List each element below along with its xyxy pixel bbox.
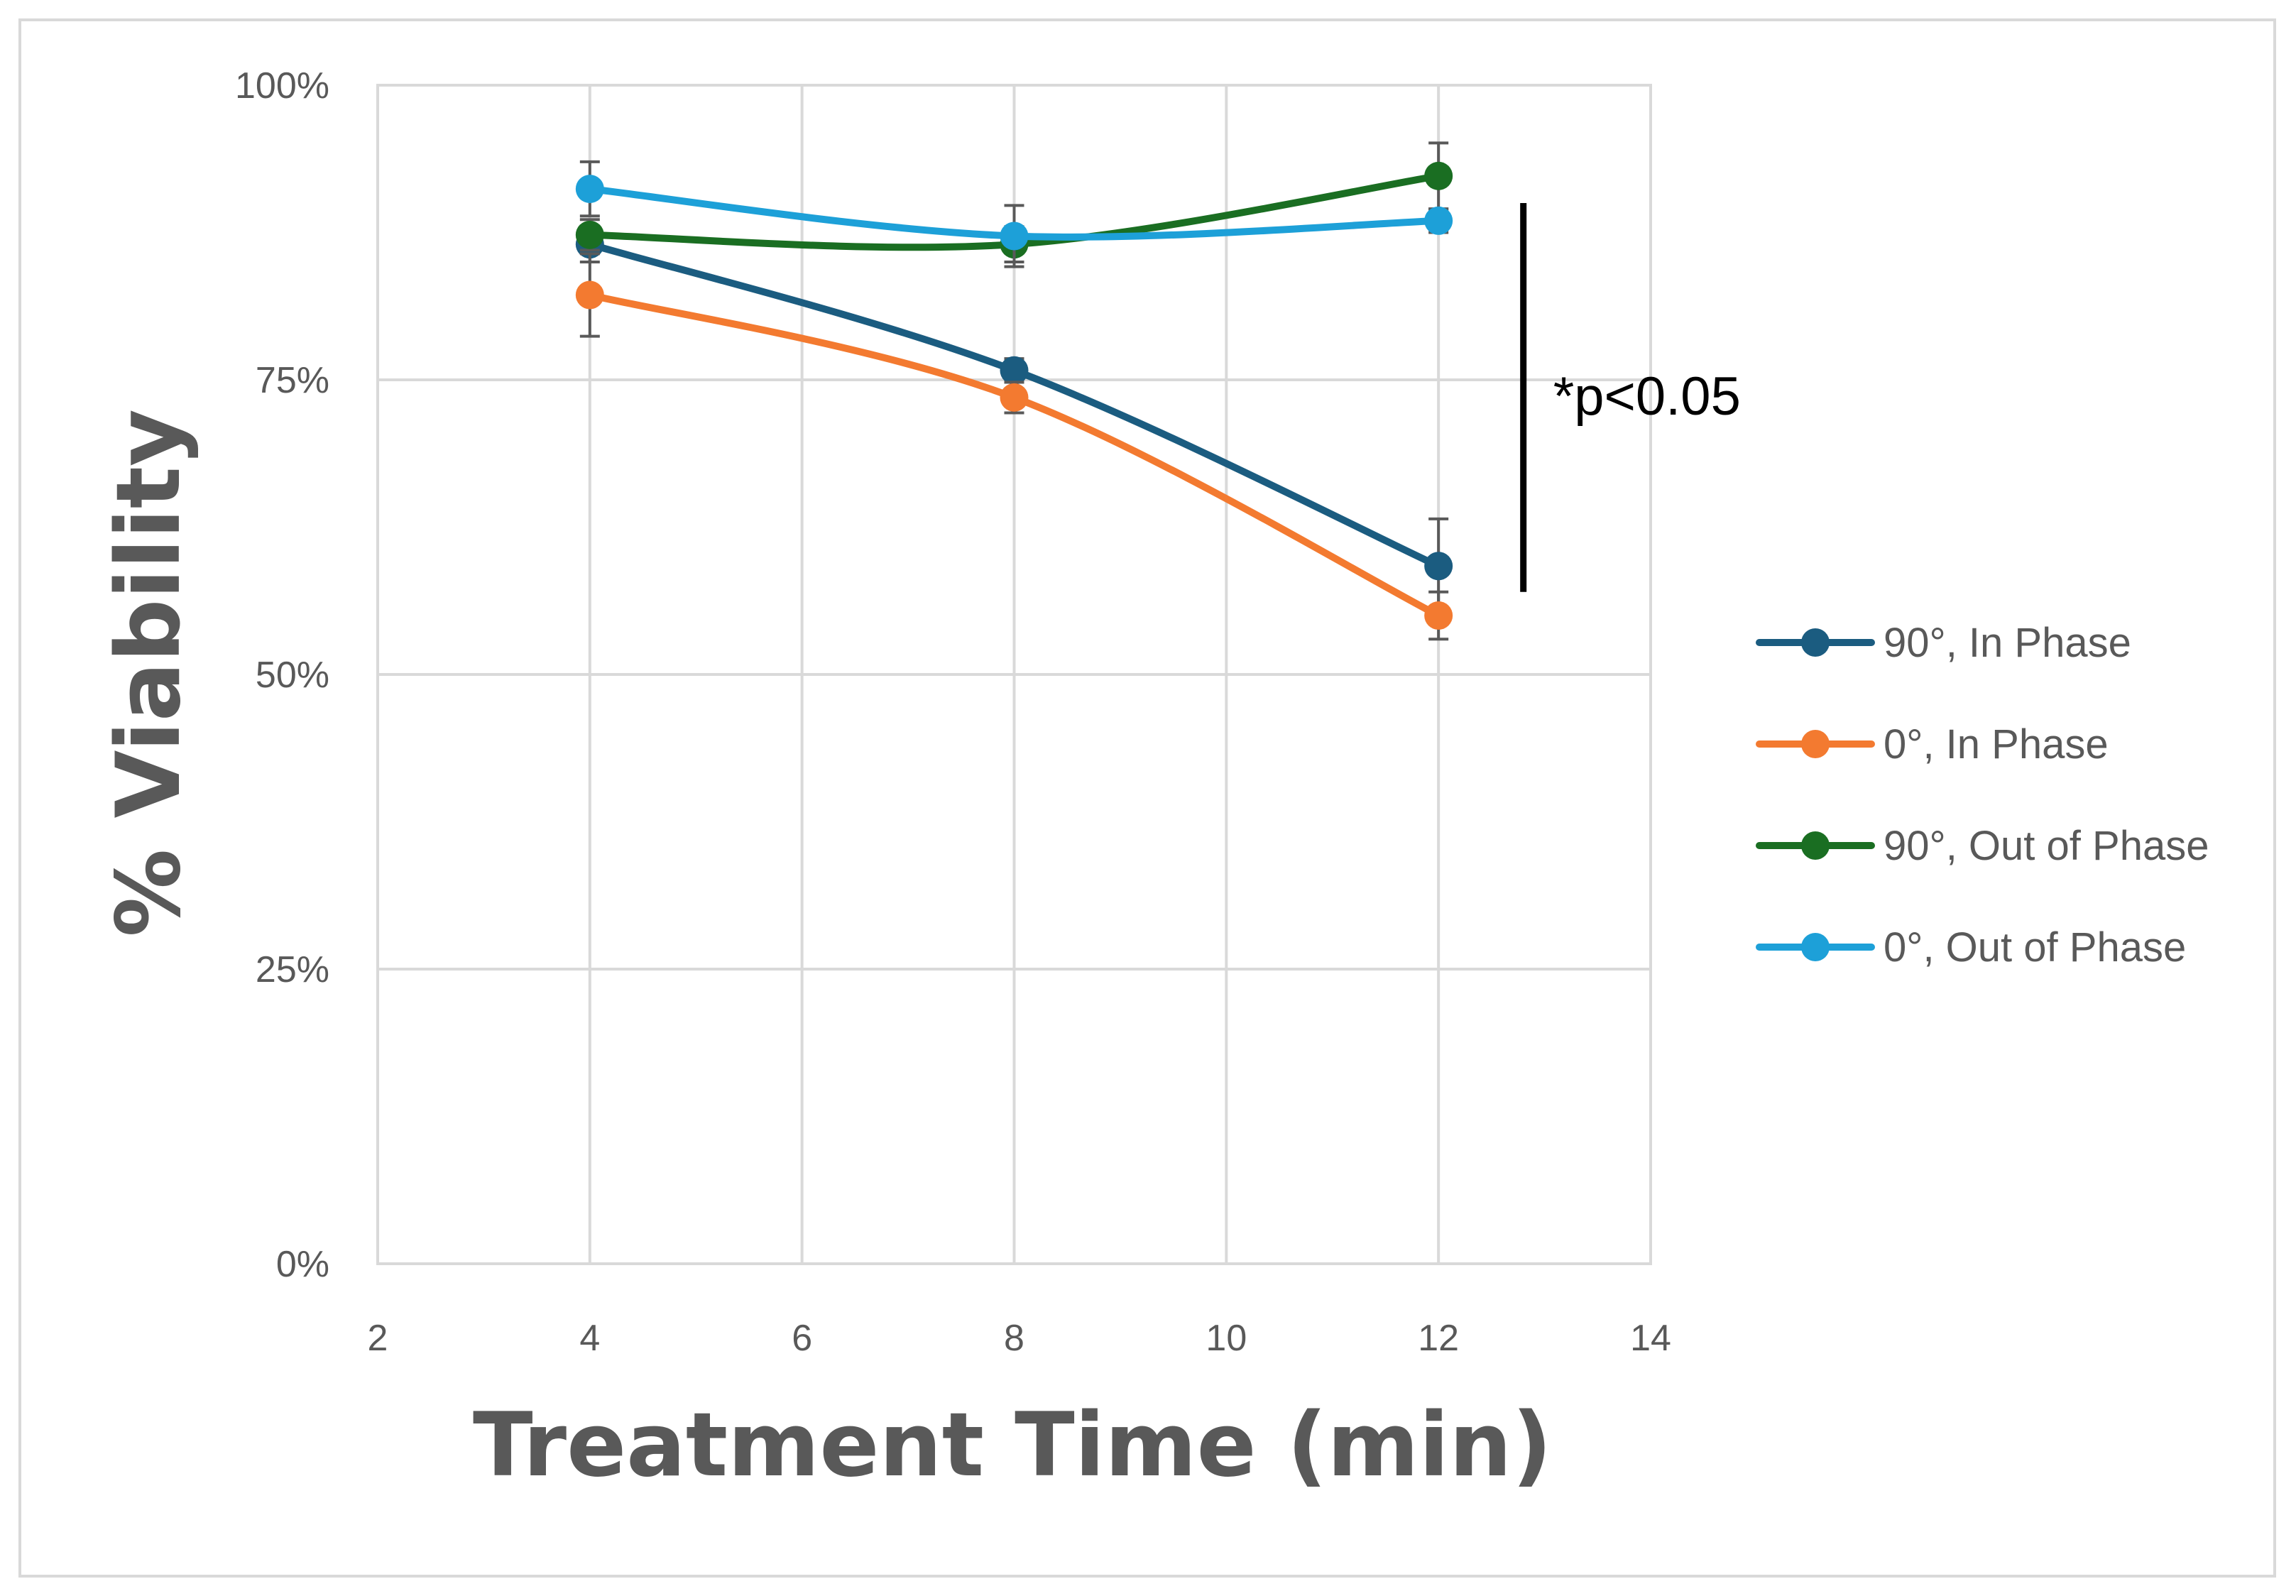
x-axis-title: Treatment Time (min) [473,1394,1552,1497]
y-tick-label: 50% [256,655,329,696]
chart-frame [18,18,2276,1578]
legend-marker [1801,628,1830,657]
x-axis-ticks: 2 4 6 8 10 12 14 [368,1318,1671,1359]
plot-area-border [376,84,1652,1265]
data-point [575,220,604,249]
significance-annotation: *p<0.05 [1520,203,1741,592]
data-point [1424,206,1453,235]
series-1 [575,252,1453,641]
x-tick-label: 4 [579,1318,600,1359]
legend-item-1: 0°, In Phase [1756,721,2109,767]
data-series [575,141,1453,641]
y-axis-ticks: 0% 25% 50% 75% 100% [235,65,329,1285]
data-point [575,175,604,204]
x-tick-label: 8 [1004,1318,1024,1359]
legend-label: 0°, In Phase [1884,721,2109,767]
y-tick-label: 0% [276,1244,329,1285]
data-point [1424,161,1453,190]
y-tick-label: 75% [256,360,329,401]
x-tick-label: 14 [1630,1318,1671,1359]
data-point [575,280,604,310]
legend-item-3: 0°, Out of Phase [1756,924,2186,971]
series-3 [575,160,1453,268]
y-tick-label: 25% [256,949,329,990]
data-point [1424,552,1453,581]
legend-item-0: 90°, In Phase [1756,620,2131,666]
y-axis-title: % Viability [98,409,200,937]
data-point [1000,383,1029,412]
legend-item-2: 90°, Out of Phase [1756,823,2209,869]
x-tick-label: 10 [1206,1318,1247,1359]
legend-label: 0°, Out of Phase [1884,924,2186,971]
legend: 90°, In Phase 0°, In Phase 90°, Out of Pha… [1756,620,2209,971]
y-tick-label: 100% [235,65,329,106]
data-point [1424,601,1453,630]
significance-label: *p<0.05 [1553,366,1741,427]
legend-marker [1801,730,1830,758]
plot-border [376,84,1652,1265]
x-tick-label: 2 [368,1318,388,1359]
legend-marker [1801,831,1830,860]
data-point [1000,222,1029,251]
data-point [1000,356,1029,385]
x-tick-label: 6 [792,1318,812,1359]
x-tick-label: 12 [1418,1318,1459,1359]
legend-label: 90°, In Phase [1884,620,2131,666]
legend-marker [1801,933,1830,961]
legend-label: 90°, Out of Phase [1884,823,2209,869]
